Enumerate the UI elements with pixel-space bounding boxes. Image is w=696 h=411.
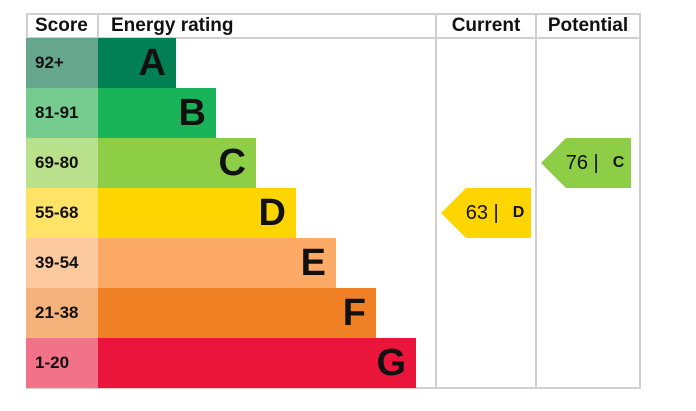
header-score: Score [35,15,88,36]
header-current: Current [451,15,521,36]
header-potential: Potential [547,15,629,36]
score-cell-g: 1-20 [26,338,98,388]
grid-line-v [435,13,437,389]
rating-bar-f: F [98,288,376,338]
potential-rating-arrow: 76 | C [541,138,631,188]
score-cell-e: 39-54 [26,238,98,288]
score-cell-c: 69-80 [26,138,98,188]
score-cell-d: 55-68 [26,188,98,238]
score-cell-f: 21-38 [26,288,98,338]
current-rating-arrow: 63 | D [441,188,531,238]
rating-bar-c: C [98,138,256,188]
rating-bar-b: B [98,88,216,138]
grid-line-h [26,13,640,15]
rating-bar-d: D [98,188,296,238]
rating-bar-e: E [98,238,336,288]
potential-rating-arrow-value: 76 | [565,151,599,174]
grid-line-v [639,13,641,389]
potential-rating-arrow-letter: C [612,154,625,171]
grid-line-h [26,387,640,389]
rating-bar-a: A [98,38,176,88]
grid-line-v [535,13,537,389]
header-energy-rating: Energy rating [111,15,234,36]
current-rating-arrow-letter: D [512,204,525,221]
current-rating-arrow-value: 63 | [465,201,499,224]
grid-line-h [26,37,640,39]
score-cell-a: 92+ [26,38,98,88]
score-cell-b: 81-91 [26,88,98,138]
rating-bar-g: G [98,338,416,388]
